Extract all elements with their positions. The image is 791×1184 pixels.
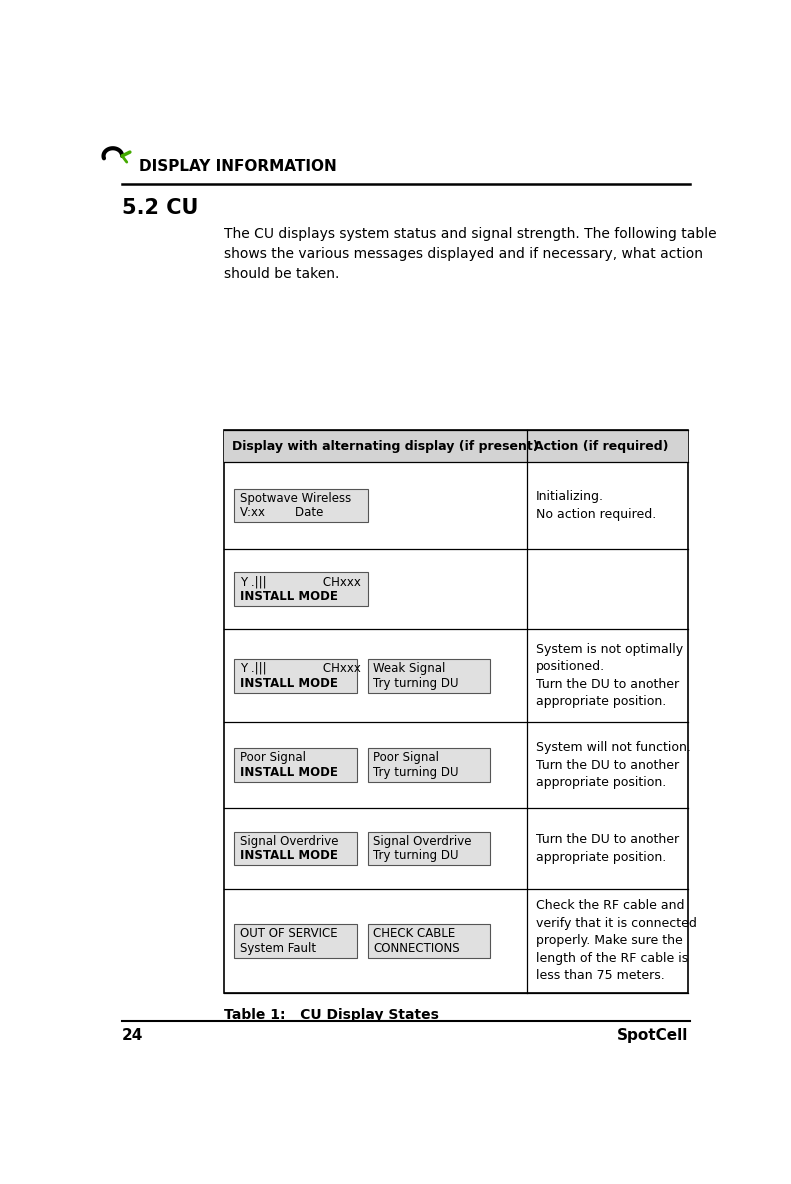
Text: INSTALL MODE: INSTALL MODE [240,590,338,603]
Text: V:xx        Date: V:xx Date [240,507,324,520]
Bar [234,748,357,781]
Text: Check the RF cable and
verify that it is connected
properly. Make sure the
lengt: Check the RF cable and verify that it is… [536,900,697,983]
Text: Table 1:   CU Display States: Table 1: CU Display States [225,1009,439,1022]
Text: Try turning DU: Try turning DU [373,849,459,862]
Text: Y .|||               CHxxx: Y .||| CHxxx [240,575,361,588]
Text: Try turning DU: Try turning DU [373,766,459,779]
Text: Display with alternating display (if present): Display with alternating display (if pre… [233,439,539,452]
Text: SpotCell: SpotCell [617,1028,689,1043]
Text: Action (if required): Action (if required) [535,439,669,452]
Text: INSTALL MODE: INSTALL MODE [240,766,338,779]
Text: DISPLAY INFORMATION: DISPLAY INFORMATION [139,159,337,174]
Text: Signal Overdrive: Signal Overdrive [373,835,471,848]
Text: Weak Signal: Weak Signal [373,662,445,675]
Text: Try turning DU: Try turning DU [373,676,459,689]
Text: CHECK CABLE: CHECK CABLE [373,927,456,940]
Bar [368,924,490,958]
Text: Turn the DU to another
appropriate position.: Turn the DU to another appropriate posit… [536,834,679,864]
Text: System is not optimally
positioned.
Turn the DU to another
appropriate position.: System is not optimally positioned. Turn… [536,643,683,708]
Text: Y .|||               CHxxx: Y .||| CHxxx [240,662,361,675]
Text: Poor Signal: Poor Signal [373,751,439,764]
Text: INSTALL MODE: INSTALL MODE [240,849,338,862]
Bar [234,489,368,522]
Bar [225,430,688,993]
Text: 5.2 CU: 5.2 CU [122,198,199,218]
Text: Initializing.
No action required.: Initializing. No action required. [536,490,657,521]
Text: OUT OF SERVICE: OUT OF SERVICE [240,927,338,940]
Text: 24: 24 [122,1028,143,1043]
Text: System will not function.
Turn the DU to another
appropriate position.: System will not function. Turn the DU to… [536,741,691,789]
Text: Poor Signal: Poor Signal [240,751,306,764]
Text: The CU displays system status and signal strength. The following table
shows the: The CU displays system status and signal… [225,227,717,281]
Bar [234,924,357,958]
Bar [368,748,490,781]
Bar [368,658,490,693]
Bar [368,831,490,866]
Bar [234,572,368,606]
Text: CONNECTIONS: CONNECTIONS [373,941,460,954]
Text: Spotwave Wireless: Spotwave Wireless [240,491,351,504]
Text: INSTALL MODE: INSTALL MODE [240,676,338,689]
Text: System Fault: System Fault [240,941,316,954]
Bar [225,430,688,463]
Text: Signal Overdrive: Signal Overdrive [240,835,339,848]
Bar [234,831,357,866]
Bar [234,658,357,693]
